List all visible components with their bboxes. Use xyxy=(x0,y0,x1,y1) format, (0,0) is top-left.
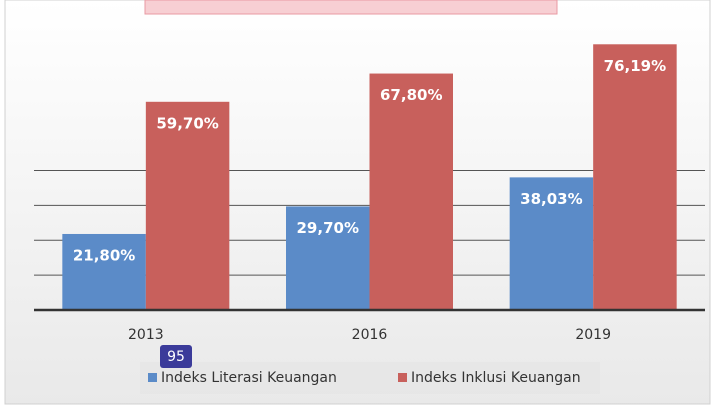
data-label: 38,03% xyxy=(520,190,582,208)
bar xyxy=(145,101,230,310)
plot-area: 2013 21,80% 59,70% 2016 29,70% 67,80% 2019 38,0… xyxy=(34,44,705,343)
data-label: 76,19% xyxy=(604,57,666,75)
data-label: 29,70% xyxy=(297,219,359,237)
data-label: 21,80% xyxy=(73,246,135,264)
data-label: 59,70% xyxy=(156,114,218,132)
legend-swatch xyxy=(398,373,407,382)
x-tick-label: 2019 xyxy=(575,327,611,343)
x-tick-label: 2013 xyxy=(128,327,164,343)
bar xyxy=(286,206,370,310)
x-tick-label: 2016 xyxy=(352,327,388,343)
overlay-box xyxy=(144,0,558,15)
overlay-badge-box xyxy=(160,345,192,368)
overlay-badge: 95 xyxy=(167,349,185,365)
legend-box xyxy=(140,362,600,394)
legend-label: Indeks Literasi Keuangan xyxy=(161,370,337,386)
legend-swatch xyxy=(148,373,157,382)
bar xyxy=(509,177,594,310)
bar xyxy=(62,233,146,310)
bar xyxy=(593,44,677,310)
data-label: 67,80% xyxy=(380,86,442,104)
bar xyxy=(369,73,453,310)
legend-label: Indeks Inklusi Keuangan xyxy=(411,370,581,386)
